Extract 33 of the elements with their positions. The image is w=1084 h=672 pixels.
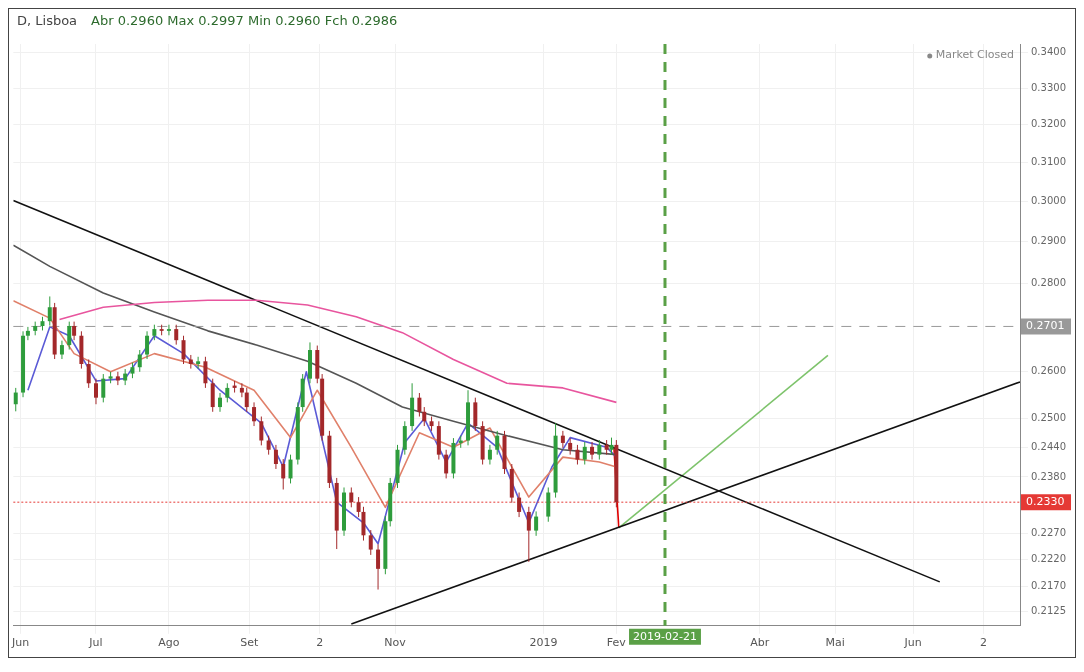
y-tick-label: 0.2800 [1031, 277, 1067, 289]
chart-subtitle: Abr 0.2960 Max 0.2997 Min 0.2960 Fch 0.2986 [91, 13, 398, 30]
y-tick-label: 0.3100 [1031, 156, 1067, 168]
y-tick-label: 0.3300 [1031, 81, 1067, 93]
x-tick-label: Set [240, 636, 259, 650]
y-tick-label: 0.2380 [1031, 470, 1067, 482]
ref-line-label: 0.2701 [1026, 319, 1065, 333]
y-tick-label: 0.3000 [1031, 195, 1067, 207]
y-tick-label: 0.3200 [1031, 118, 1067, 130]
y-tick-label: 0.2270 [1031, 526, 1067, 538]
y-tick-label: 0.2600 [1031, 365, 1067, 377]
y-tick-label: 0.2125 [1031, 605, 1067, 617]
annotation: Market Closed [935, 48, 1015, 62]
x-tick-label: Jun [11, 636, 30, 650]
x-tick-label: Ago [158, 636, 180, 650]
x-tick-label: Jul [88, 636, 103, 650]
x-tick-label: 2 [316, 636, 324, 650]
y-tick-label: 0.2440 [1031, 440, 1067, 452]
x-tick-label: 2 [980, 636, 988, 650]
y-tick-label: 0.2500 [1031, 412, 1067, 424]
y-tick-label: 0.2900 [1031, 235, 1067, 247]
y-tick-label: 0.3400 [1031, 46, 1067, 58]
x-tick-label: 2019 [529, 636, 558, 650]
ref-line-label: 2019-02-21 [633, 629, 697, 643]
x-tick-label: Abr [750, 636, 770, 650]
chart-title: D, Lisboa [17, 13, 78, 30]
x-tick-label: Mai [825, 636, 845, 650]
x-tick-label: Fev [606, 636, 627, 650]
x-tick-label: Nov [384, 636, 407, 650]
y-tick-label: 0.2220 [1031, 553, 1067, 565]
x-tick-label: Jun [903, 636, 922, 650]
ref-line-label: 0.2330 [1026, 495, 1065, 509]
y-tick-label: 0.2170 [1031, 580, 1067, 592]
